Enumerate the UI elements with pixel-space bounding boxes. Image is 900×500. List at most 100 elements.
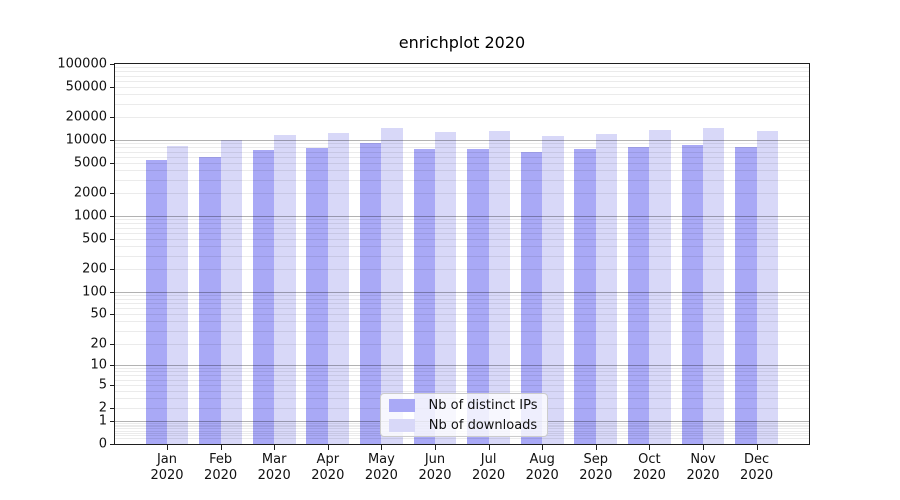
bar-distinct-ips-may	[360, 143, 382, 444]
gridline-minor	[115, 246, 809, 248]
gridline-minor	[115, 375, 809, 377]
bar-distinct-ips-feb	[199, 157, 221, 444]
y-tick-mark	[110, 407, 114, 409]
bar-downloads-oct	[649, 130, 671, 444]
x-tick-mark	[167, 445, 168, 450]
bar-distinct-ips-jun	[413, 149, 435, 444]
x-tick-mark	[274, 445, 276, 450]
y-tick-label: 100	[82, 284, 107, 300]
y-tick-mark	[110, 421, 114, 423]
gridline-minor	[115, 71, 809, 73]
x-tick-label: Jan 2020	[150, 452, 184, 483]
y-tick-label: 2	[98, 400, 107, 416]
y-tick-label: 0	[98, 436, 107, 452]
y-tick-label: 200	[82, 261, 107, 277]
bar-downloads-feb	[220, 140, 242, 444]
gridline-minor	[115, 103, 809, 105]
x-tick-label: Jul 2020	[472, 452, 506, 483]
y-tick-label: 50000	[65, 79, 107, 95]
gridline-minor	[115, 321, 809, 323]
gridline-minor	[115, 67, 809, 69]
x-tick-label: Sep 2020	[579, 452, 613, 483]
y-tick-mark	[110, 238, 114, 240]
bar-distinct-ips-jan	[145, 160, 167, 444]
legend-row-distinct-ips: Nb of distinct IPs	[389, 398, 539, 413]
gridline-minor	[115, 268, 809, 270]
plot-area	[114, 63, 810, 445]
bar-distinct-ips-sep	[574, 149, 596, 444]
x-tick-label: Jun 2020	[418, 452, 452, 483]
y-tick-mark	[110, 86, 114, 88]
x-tick-label: May 2020	[364, 452, 398, 483]
gridline-minor	[115, 147, 809, 149]
chart-title: enrichplot 2020	[398, 33, 526, 52]
bar-downloads-mar	[274, 135, 296, 444]
gridline-minor	[115, 308, 809, 310]
distinct-ips-swatch-icon	[389, 398, 415, 412]
y-tick-label: 500	[82, 231, 107, 247]
y-tick-mark	[110, 64, 114, 65]
gridline-major	[115, 364, 809, 366]
y-tick-label: 50	[90, 306, 107, 322]
x-tick-label: Dec 2020	[740, 452, 774, 483]
y-tick-label: 100000	[57, 56, 107, 72]
bar-downloads-may	[381, 127, 403, 444]
bar-distinct-ips-aug	[520, 152, 543, 444]
y-tick-mark	[110, 268, 114, 270]
legend-label-distinct-ips: Nb of distinct IPs	[428, 397, 538, 413]
gridline-minor	[115, 303, 809, 305]
bar-distinct-ips-nov	[681, 144, 703, 444]
gridline-minor	[115, 238, 809, 240]
x-tick-mark	[488, 445, 490, 450]
gridline-minor	[115, 295, 809, 297]
gridline-minor	[115, 143, 809, 145]
gridline-minor	[115, 80, 809, 82]
gridline-minor	[115, 343, 809, 345]
legend: Nb of distinct IPs Nb of downloads	[380, 393, 548, 437]
gridline-minor	[115, 255, 809, 257]
y-tick-label: 20000	[65, 109, 107, 125]
x-tick-mark	[435, 445, 436, 450]
x-tick-mark	[327, 445, 329, 450]
bar-downloads-aug	[542, 135, 564, 444]
gridline-minor	[115, 437, 809, 439]
bar-distinct-ips-dec	[735, 146, 757, 444]
legend-label-downloads: Nb of downloads	[428, 417, 538, 433]
x-tick-mark	[220, 445, 222, 450]
gridline-major	[115, 291, 809, 293]
y-tick-label: 1	[98, 413, 107, 429]
bar-distinct-ips-oct	[628, 146, 650, 444]
y-tick-mark	[110, 139, 114, 141]
y-tick-mark	[110, 384, 114, 386]
x-tick-label: Aug 2020	[525, 452, 559, 483]
x-tick-label: Oct 2020	[632, 452, 666, 483]
gridline-minor	[115, 94, 809, 96]
gridline-minor	[115, 86, 809, 88]
x-tick-mark	[649, 445, 651, 450]
gridline-minor	[115, 330, 809, 332]
gridline-minor	[115, 223, 809, 225]
gridline-minor	[115, 368, 809, 369]
x-tick-label: Nov 2020	[686, 452, 720, 483]
bar-downloads-nov	[703, 127, 725, 444]
x-tick-mark	[542, 445, 544, 450]
gridline-major	[115, 215, 809, 217]
bar-distinct-ips-mar	[252, 150, 275, 444]
gridline-minor	[115, 156, 809, 158]
y-tick-mark	[110, 444, 114, 445]
x-tick-label: Feb 2020	[204, 452, 238, 483]
gridline-minor	[115, 390, 809, 392]
y-tick-mark	[110, 215, 114, 217]
y-tick-label: 10000	[65, 132, 107, 148]
x-tick-label: Apr 2020	[311, 452, 345, 483]
y-tick-mark	[110, 291, 114, 293]
y-tick-mark	[110, 193, 114, 195]
bar-downloads-apr	[327, 133, 350, 444]
gridline-minor	[115, 117, 809, 119]
bar-downloads-jan	[167, 146, 189, 444]
gridline-minor	[115, 219, 809, 221]
gridline-minor	[115, 75, 809, 77]
gridline-minor	[115, 162, 809, 164]
y-tick-label: 2000	[73, 185, 107, 201]
